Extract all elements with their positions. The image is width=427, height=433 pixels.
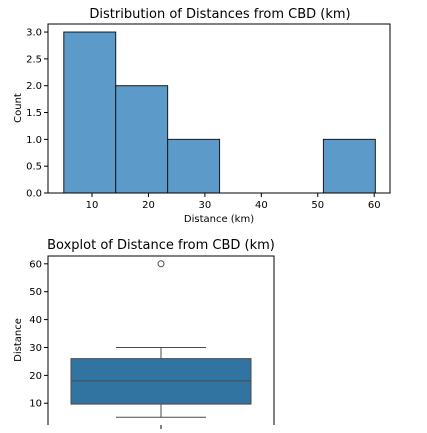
histogram-bars <box>63 31 376 194</box>
histogram-bar <box>167 138 221 194</box>
boxplot-y-tick-label: 40 <box>29 315 42 326</box>
histogram-y-ticks: 0.0 0.5 1.0 1.5 2.0 2.5 3.0 <box>26 28 48 200</box>
histogram-y-label: Count <box>13 93 24 123</box>
histogram-x-tick-label: 50 <box>311 200 324 211</box>
boxplot-y-tick-label: 50 <box>29 287 42 298</box>
boxplot-frame <box>47 255 275 425</box>
histogram-y-tick-label: 3.0 <box>26 28 42 39</box>
histogram-y-tick-label: 0.5 <box>26 162 42 173</box>
boxplot-title: Boxplot of Distance from CBD (km) <box>47 238 275 253</box>
histogram-bar <box>63 31 117 194</box>
histogram-x-tick-label: 10 <box>86 200 99 211</box>
histogram-bar <box>115 85 169 194</box>
histogram-x-tick-label: 60 <box>368 200 381 211</box>
histogram-bar <box>322 138 376 194</box>
boxplot-panel: Boxplot of Distance from CBD (km) 10 20 30… <box>13 238 275 429</box>
histogram-frame <box>47 23 391 194</box>
histogram-title: Distribution of Distances from CBD (km) <box>89 7 350 22</box>
histogram-x-label: Distance (km) <box>184 214 254 225</box>
boxplot-y-tick-label: 60 <box>29 259 42 270</box>
boxplot-y-ticks: 10 20 30 40 50 60 <box>29 259 48 410</box>
histogram-x-tick-label: 20 <box>142 200 155 211</box>
histogram-x-ticks: 10 20 30 40 50 60 <box>86 193 381 211</box>
histogram-x-tick-label: 30 <box>199 200 212 211</box>
boxplot-body <box>70 260 252 418</box>
histogram-y-tick-label: 0.0 <box>26 189 42 200</box>
histogram-y-tick-label: 1.5 <box>26 108 42 119</box>
boxplot-y-tick-label: 10 <box>29 399 42 410</box>
boxplot-y-label: Distance <box>13 318 24 362</box>
histogram-y-tick-label: 2.0 <box>26 81 42 92</box>
boxplot-outlier <box>157 260 165 268</box>
histogram-x-tick-label: 40 <box>255 200 268 211</box>
histogram-y-tick-label: 1.0 <box>26 135 42 146</box>
boxplot-y-tick-label: 30 <box>29 343 42 354</box>
histogram-panel: Distribution of Distances from CBD (km) … <box>13 7 391 225</box>
boxplot-y-tick-label: 20 <box>29 371 42 382</box>
histogram-y-tick-label: 2.5 <box>26 54 42 65</box>
